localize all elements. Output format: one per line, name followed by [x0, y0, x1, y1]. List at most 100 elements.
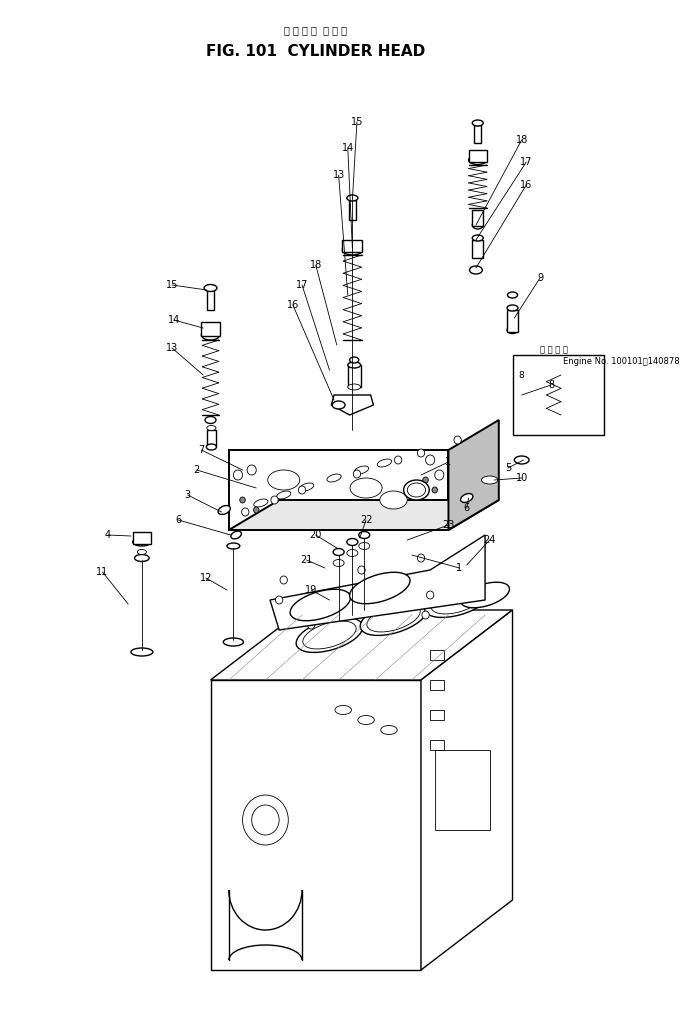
- Ellipse shape: [404, 480, 429, 500]
- Circle shape: [233, 470, 242, 480]
- Ellipse shape: [367, 604, 420, 632]
- Circle shape: [362, 606, 370, 614]
- Ellipse shape: [254, 499, 268, 507]
- Circle shape: [399, 601, 406, 609]
- Text: Engine No. 100101～140878: Engine No. 100101～140878: [563, 357, 680, 366]
- Text: 21: 21: [300, 555, 313, 565]
- Polygon shape: [331, 395, 373, 415]
- Ellipse shape: [350, 572, 410, 604]
- Ellipse shape: [201, 330, 219, 340]
- Bar: [430, 740, 444, 750]
- Polygon shape: [210, 610, 513, 680]
- Text: 16: 16: [520, 180, 533, 190]
- Ellipse shape: [350, 478, 382, 498]
- Ellipse shape: [350, 357, 359, 363]
- Ellipse shape: [207, 426, 216, 430]
- Bar: [132, 532, 151, 544]
- Ellipse shape: [204, 284, 217, 291]
- Circle shape: [422, 611, 429, 619]
- Circle shape: [240, 497, 245, 503]
- Ellipse shape: [380, 491, 407, 509]
- Polygon shape: [229, 500, 499, 530]
- Bar: [430, 680, 444, 690]
- Bar: [469, 150, 487, 162]
- Polygon shape: [229, 450, 448, 530]
- Bar: [342, 240, 362, 252]
- Text: 1: 1: [456, 563, 462, 573]
- Bar: [472, 240, 483, 258]
- Ellipse shape: [327, 474, 341, 482]
- Text: 13: 13: [333, 170, 345, 180]
- Ellipse shape: [303, 622, 356, 649]
- Ellipse shape: [218, 505, 230, 514]
- Text: 7: 7: [198, 445, 204, 455]
- Circle shape: [353, 470, 361, 478]
- Ellipse shape: [131, 648, 153, 657]
- Circle shape: [417, 449, 424, 457]
- Text: 5: 5: [505, 463, 511, 473]
- Ellipse shape: [461, 582, 509, 608]
- Text: 22: 22: [360, 514, 373, 525]
- Text: 4: 4: [105, 530, 111, 540]
- Text: 16: 16: [287, 300, 299, 310]
- Ellipse shape: [347, 538, 358, 545]
- Ellipse shape: [333, 548, 344, 556]
- Text: 15: 15: [166, 280, 178, 290]
- Text: 19: 19: [305, 586, 317, 595]
- Ellipse shape: [206, 443, 217, 450]
- Circle shape: [326, 611, 333, 619]
- Text: 23: 23: [442, 520, 455, 530]
- Text: FIG. 101  CYLINDER HEAD: FIG. 101 CYLINDER HEAD: [206, 44, 425, 60]
- Circle shape: [423, 477, 428, 483]
- Bar: [507, 310, 518, 332]
- Text: 17: 17: [296, 280, 308, 290]
- Circle shape: [253, 507, 259, 513]
- Bar: [435, 750, 490, 830]
- Ellipse shape: [407, 483, 426, 497]
- Ellipse shape: [469, 267, 482, 274]
- Ellipse shape: [348, 384, 361, 390]
- Ellipse shape: [132, 538, 151, 546]
- Ellipse shape: [472, 221, 483, 229]
- Circle shape: [426, 591, 434, 599]
- Circle shape: [454, 436, 462, 443]
- Ellipse shape: [472, 120, 483, 126]
- Circle shape: [271, 496, 278, 504]
- Ellipse shape: [224, 638, 244, 646]
- Polygon shape: [421, 610, 513, 970]
- Polygon shape: [210, 680, 421, 970]
- Text: 20: 20: [310, 530, 322, 540]
- Bar: [474, 125, 482, 143]
- Text: 12: 12: [199, 573, 212, 583]
- Circle shape: [395, 456, 402, 464]
- Bar: [430, 650, 444, 660]
- Ellipse shape: [424, 582, 491, 617]
- Ellipse shape: [135, 555, 149, 562]
- Circle shape: [241, 508, 249, 516]
- Circle shape: [358, 566, 365, 574]
- Ellipse shape: [359, 542, 370, 549]
- Bar: [472, 210, 483, 226]
- Polygon shape: [448, 420, 499, 530]
- Ellipse shape: [268, 470, 299, 490]
- Ellipse shape: [205, 417, 216, 424]
- Circle shape: [417, 554, 424, 562]
- Text: 1: 1: [445, 457, 451, 467]
- Ellipse shape: [507, 292, 518, 298]
- Circle shape: [435, 470, 444, 480]
- Circle shape: [432, 487, 437, 493]
- Text: 2: 2: [194, 465, 200, 475]
- Text: 13: 13: [166, 343, 178, 353]
- Ellipse shape: [342, 245, 362, 255]
- Text: 18: 18: [515, 135, 528, 145]
- Text: 8: 8: [548, 380, 554, 390]
- Text: 24: 24: [484, 535, 496, 545]
- Bar: [348, 200, 356, 220]
- Ellipse shape: [507, 326, 518, 333]
- Ellipse shape: [347, 196, 358, 201]
- Text: 11: 11: [97, 567, 108, 577]
- Text: 8: 8: [519, 370, 524, 380]
- Text: シ リ ン ダ  ヘ ッ ド: シ リ ン ダ ヘ ッ ド: [284, 25, 347, 35]
- Ellipse shape: [472, 235, 483, 241]
- Circle shape: [426, 596, 434, 604]
